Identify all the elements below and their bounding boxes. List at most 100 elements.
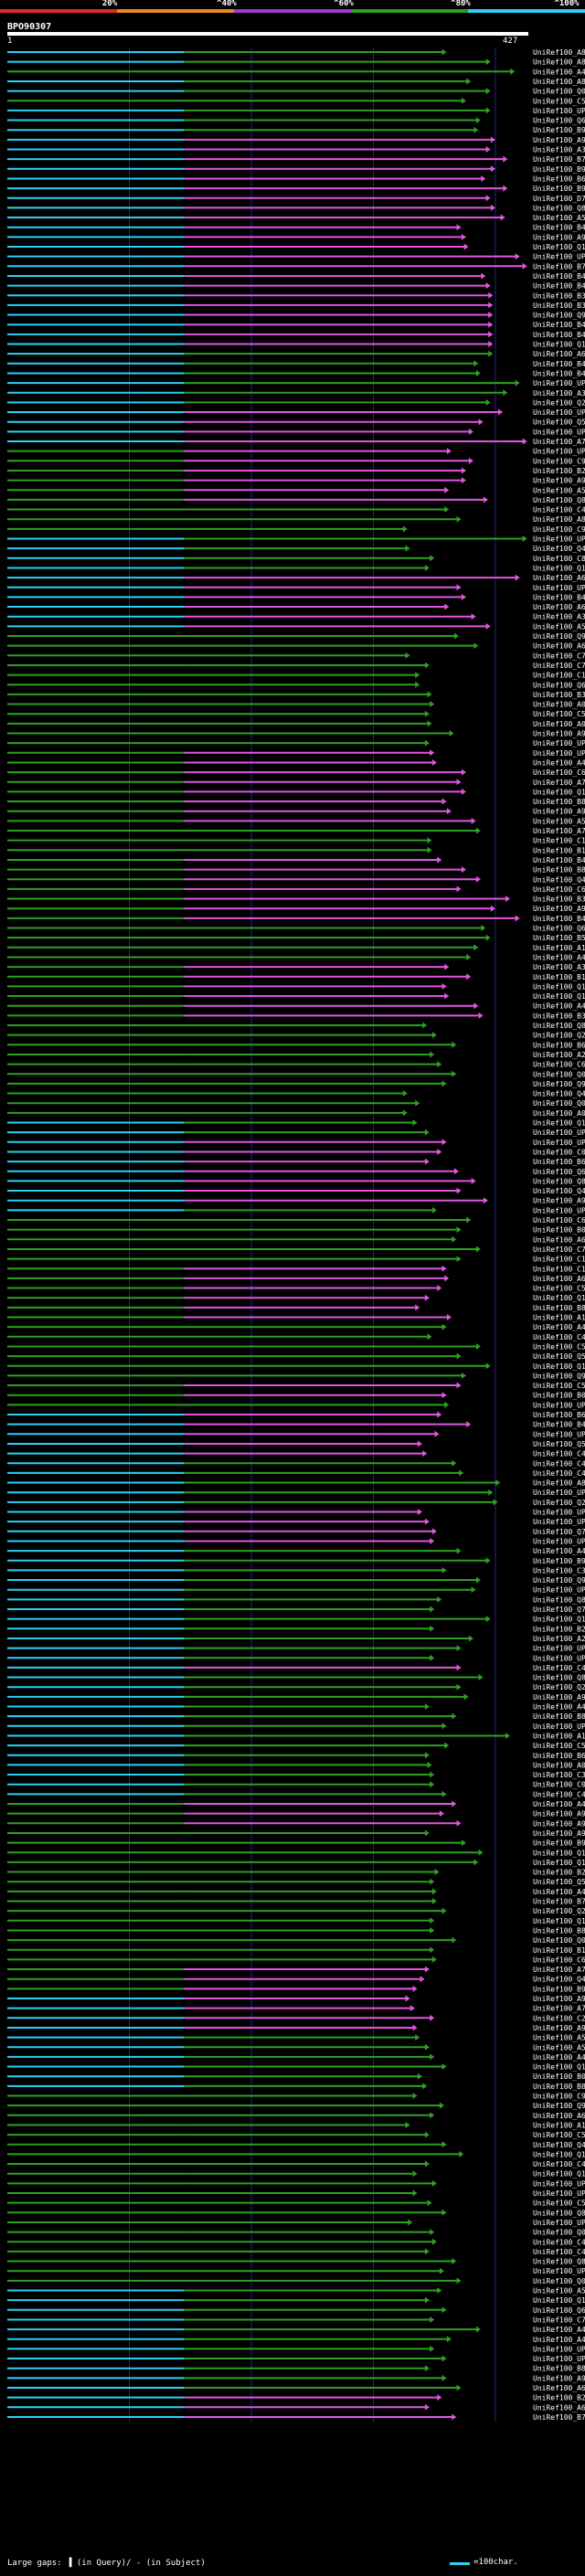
hit-label[interactable]: UniRef100_C7P7W0	[533, 662, 585, 670]
hit-label[interactable]: UniRef100_Q8Z8K0	[533, 204, 585, 212]
hit-label[interactable]: UniRef100_A9HXW0	[533, 730, 585, 738]
hit-label[interactable]: UniRef100_Q21DB5	[533, 398, 585, 407]
hit-label[interactable]: UniRef100_C8SUB2	[533, 555, 585, 563]
hit-label[interactable]: UniRef100_Q7UEC7	[533, 1528, 585, 1536]
hit-label[interactable]: UniRef100_A8JG18	[533, 58, 585, 67]
hit-label[interactable]: UniRef100_UPI000...	[533, 1723, 585, 1731]
hit-label[interactable]: UniRef100_Q1JS2	[533, 982, 585, 991]
hit-label[interactable]: UniRef100_B7P9N0	[533, 262, 585, 270]
hit-label[interactable]: UniRef100_C0YK49	[533, 1781, 585, 1789]
hit-label[interactable]: UniRef100_C9T7Y4	[533, 457, 585, 465]
hit-label[interactable]: UniRef100_B3QGT5	[533, 896, 585, 904]
hit-label[interactable]: UniRef100_A8JEU0	[533, 78, 585, 86]
hit-label[interactable]: UniRef100_UPI000...	[533, 2219, 585, 2227]
hit-label[interactable]: UniRef100_A7HFN4	[533, 827, 585, 835]
hit-label[interactable]: UniRef100_Q5HE09	[533, 419, 585, 427]
hit-label[interactable]: UniRef100_A7P2B4	[533, 2005, 585, 2013]
hit-label[interactable]: UniRef100_A4YTV7	[533, 1323, 585, 1331]
hit-label[interactable]: UniRef100_Q1IDS6	[533, 1917, 585, 1925]
hit-label[interactable]: UniRef100_C4BG41	[533, 1333, 585, 1341]
hit-label[interactable]: UniRef100_B3NIX6	[533, 292, 585, 300]
hit-label[interactable]: UniRef100_C1EIY8	[533, 837, 585, 845]
hit-label[interactable]: UniRef100_Q5LYE8	[533, 1878, 585, 1886]
hit-label[interactable]: UniRef100_Q01CP6	[533, 1936, 585, 1945]
hit-label[interactable]: UniRef100_Q8BFK7	[533, 1177, 585, 1185]
hit-label[interactable]: UniRef100_UPI000...	[533, 1489, 585, 1497]
hit-label[interactable]: UniRef100_Q4BG09	[533, 1187, 585, 1195]
hit-label[interactable]: UniRef100_Q4HTV6	[533, 1090, 585, 1098]
hit-label[interactable]: UniRef100_C6Q150	[533, 885, 585, 894]
hit-label[interactable]: UniRef100_C0D4E2	[533, 1148, 585, 1156]
hit-label[interactable]: UniRef100_A0LG91	[533, 701, 585, 709]
hit-label[interactable]: UniRef100_C9VDB0	[533, 525, 585, 534]
hit-label[interactable]: UniRef100_A9UED8	[533, 1197, 585, 1205]
hit-label[interactable]: UniRef100_C6WAP7	[533, 769, 585, 777]
hit-label[interactable]: UniRef100_A3HHK7	[533, 389, 585, 398]
hit-label[interactable]: UniRef100_A4X8W0	[533, 1800, 585, 1808]
hit-label[interactable]: UniRef100_A9IYZ3	[533, 905, 585, 913]
hit-label[interactable]: UniRef100_B6IPM6	[533, 1041, 585, 1049]
hit-label[interactable]: UniRef100_Q13DX7	[533, 788, 585, 796]
hit-label[interactable]: UniRef100_UPI000...	[533, 253, 585, 261]
hit-label[interactable]: UniRef100_A6YA68	[533, 2403, 585, 2412]
hit-label[interactable]: UniRef100_Q1H6V6	[533, 1119, 585, 1128]
hit-label[interactable]: UniRef100_B6R657	[533, 1752, 585, 1760]
hit-label[interactable]: UniRef100_Q6EMU3	[533, 2306, 585, 2315]
hit-label[interactable]: UniRef100_B0VEV3	[533, 1226, 585, 1235]
hit-label[interactable]: UniRef100_C5BS77	[533, 1285, 585, 1293]
hit-label[interactable]: UniRef100_C5WRK0	[533, 710, 585, 718]
hit-label[interactable]: UniRef100_C7CRG8	[533, 652, 585, 660]
hit-label[interactable]: UniRef100_Q0HHN4	[533, 1099, 585, 1108]
hit-label[interactable]: UniRef100_B1LZC1	[533, 1946, 585, 1955]
hit-label[interactable]: UniRef100_B5ZV36	[533, 934, 585, 942]
hit-label[interactable]: UniRef100_C4VRS9	[533, 1450, 585, 1458]
hit-label[interactable]: UniRef100_Q13440	[533, 2296, 585, 2305]
hit-label[interactable]: UniRef100_B6JHF2	[533, 1158, 585, 1166]
hit-label[interactable]: UniRef100_UPI000...	[533, 2355, 585, 2363]
hit-label[interactable]: UniRef100_C4UGH3	[533, 2238, 585, 2246]
hit-label[interactable]: UniRef100_A0W5V0	[533, 720, 585, 728]
hit-label[interactable]: UniRef100_C9Q3K2	[533, 2093, 585, 2101]
hit-label[interactable]: UniRef100_UPI000...	[533, 739, 585, 747]
hit-label[interactable]: UniRef100_A1S7C8	[533, 944, 585, 952]
hit-label[interactable]: UniRef100_A9UBS2	[533, 1810, 585, 1818]
hit-label[interactable]: UniRef100_B9H2V6	[533, 126, 585, 134]
hit-label[interactable]: UniRef100_UPI000...	[533, 1586, 585, 1595]
hit-label[interactable]: UniRef100_C4GL31	[533, 1790, 585, 1798]
hit-label[interactable]: UniRef100_B1ZB59	[533, 846, 585, 854]
hit-label[interactable]: UniRef100_Q1DU30	[533, 1616, 585, 1624]
hit-label[interactable]: UniRef100_Q09ZT1	[533, 1070, 585, 1078]
hit-label[interactable]: UniRef100_A4YKT3	[533, 953, 585, 961]
hit-label[interactable]: UniRef100_A4WAD5	[533, 1547, 585, 1555]
hit-label[interactable]: UniRef100_A9W229	[533, 2024, 585, 2032]
hit-label[interactable]: UniRef100_UPI000...	[533, 428, 585, 436]
hit-label[interactable]: UniRef100_Q8EDK3	[533, 1022, 585, 1030]
hit-label[interactable]: UniRef100_A8HWY7	[533, 515, 585, 524]
hit-label[interactable]: UniRef100_C5VFG4	[533, 2200, 585, 2208]
hit-label[interactable]: UniRef100_B4LHB4	[533, 331, 585, 339]
hit-label[interactable]: UniRef100_B1XMR1	[533, 973, 585, 981]
hit-label[interactable]: UniRef100_A2SFH0	[533, 1051, 585, 1059]
hit-label[interactable]: UniRef100_UPI000...	[533, 1645, 585, 1653]
hit-label[interactable]: UniRef100_A5GVX1	[533, 2287, 585, 2295]
hit-label[interactable]: UniRef100_UPI000...	[533, 107, 585, 115]
hit-label[interactable]: UniRef100_B4IHL8	[533, 360, 585, 368]
hit-label[interactable]: UniRef100_Q1K9Q5	[533, 564, 585, 572]
hit-label[interactable]: UniRef100_B9GNN6	[533, 1985, 585, 1993]
hit-label[interactable]: UniRef100_B3Q7B1	[533, 691, 585, 699]
hit-label[interactable]: UniRef100_B0UJV0	[533, 1392, 585, 1400]
hit-label[interactable]: UniRef100_A4X819	[533, 1002, 585, 1011]
hit-label[interactable]: UniRef100_A3A693	[533, 146, 585, 154]
hit-label[interactable]: UniRef100_A9QV63	[533, 1829, 585, 1838]
hit-label[interactable]: UniRef100_Q9X4J4	[533, 1080, 585, 1088]
hit-label[interactable]: UniRef100_A4RSF3	[533, 2053, 585, 2062]
hit-label[interactable]: UniRef100_A4SJM6	[533, 2326, 585, 2334]
hit-label[interactable]: UniRef100_C4T2B8	[533, 1459, 585, 1468]
hit-label[interactable]: UniRef100_B4QX13	[533, 282, 585, 291]
hit-label[interactable]: UniRef100_B4LXZ7	[533, 272, 585, 281]
hit-label[interactable]: UniRef100_A9WW76	[533, 477, 585, 485]
hit-label[interactable]: UniRef100_B9QQ06	[533, 1839, 585, 1848]
hit-label[interactable]: UniRef100_A2Y3Y8	[533, 1635, 585, 1643]
hit-label[interactable]: UniRef100_Q9RTS0	[533, 2102, 585, 2110]
hit-label[interactable]: UniRef100_C4S5C5	[533, 1664, 585, 1672]
